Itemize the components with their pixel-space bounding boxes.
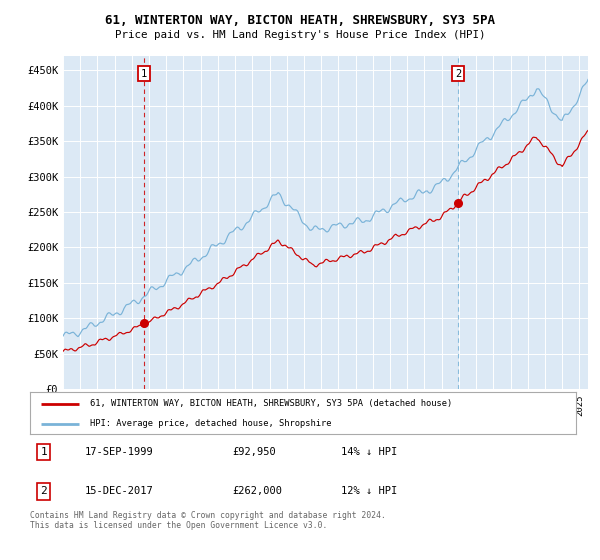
Text: Contains HM Land Registry data © Crown copyright and database right 2024.
This d: Contains HM Land Registry data © Crown c… <box>30 511 386 530</box>
Text: £262,000: £262,000 <box>232 487 282 496</box>
Text: Price paid vs. HM Land Registry's House Price Index (HPI): Price paid vs. HM Land Registry's House … <box>115 30 485 40</box>
Text: 61, WINTERTON WAY, BICTON HEATH, SHREWSBURY, SY3 5PA: 61, WINTERTON WAY, BICTON HEATH, SHREWSB… <box>105 14 495 27</box>
Text: 14% ↓ HPI: 14% ↓ HPI <box>341 447 397 457</box>
Text: 1: 1 <box>40 447 47 457</box>
Text: HPI: Average price, detached house, Shropshire: HPI: Average price, detached house, Shro… <box>90 419 332 428</box>
Text: 61, WINTERTON WAY, BICTON HEATH, SHREWSBURY, SY3 5PA (detached house): 61, WINTERTON WAY, BICTON HEATH, SHREWSB… <box>90 399 452 408</box>
Text: 12% ↓ HPI: 12% ↓ HPI <box>341 487 397 496</box>
Text: £92,950: £92,950 <box>232 447 276 457</box>
Text: 15-DEC-2017: 15-DEC-2017 <box>85 487 154 496</box>
Text: 1: 1 <box>141 69 147 79</box>
Text: 17-SEP-1999: 17-SEP-1999 <box>85 447 154 457</box>
Text: 2: 2 <box>40 487 47 496</box>
Text: 2: 2 <box>455 69 461 79</box>
